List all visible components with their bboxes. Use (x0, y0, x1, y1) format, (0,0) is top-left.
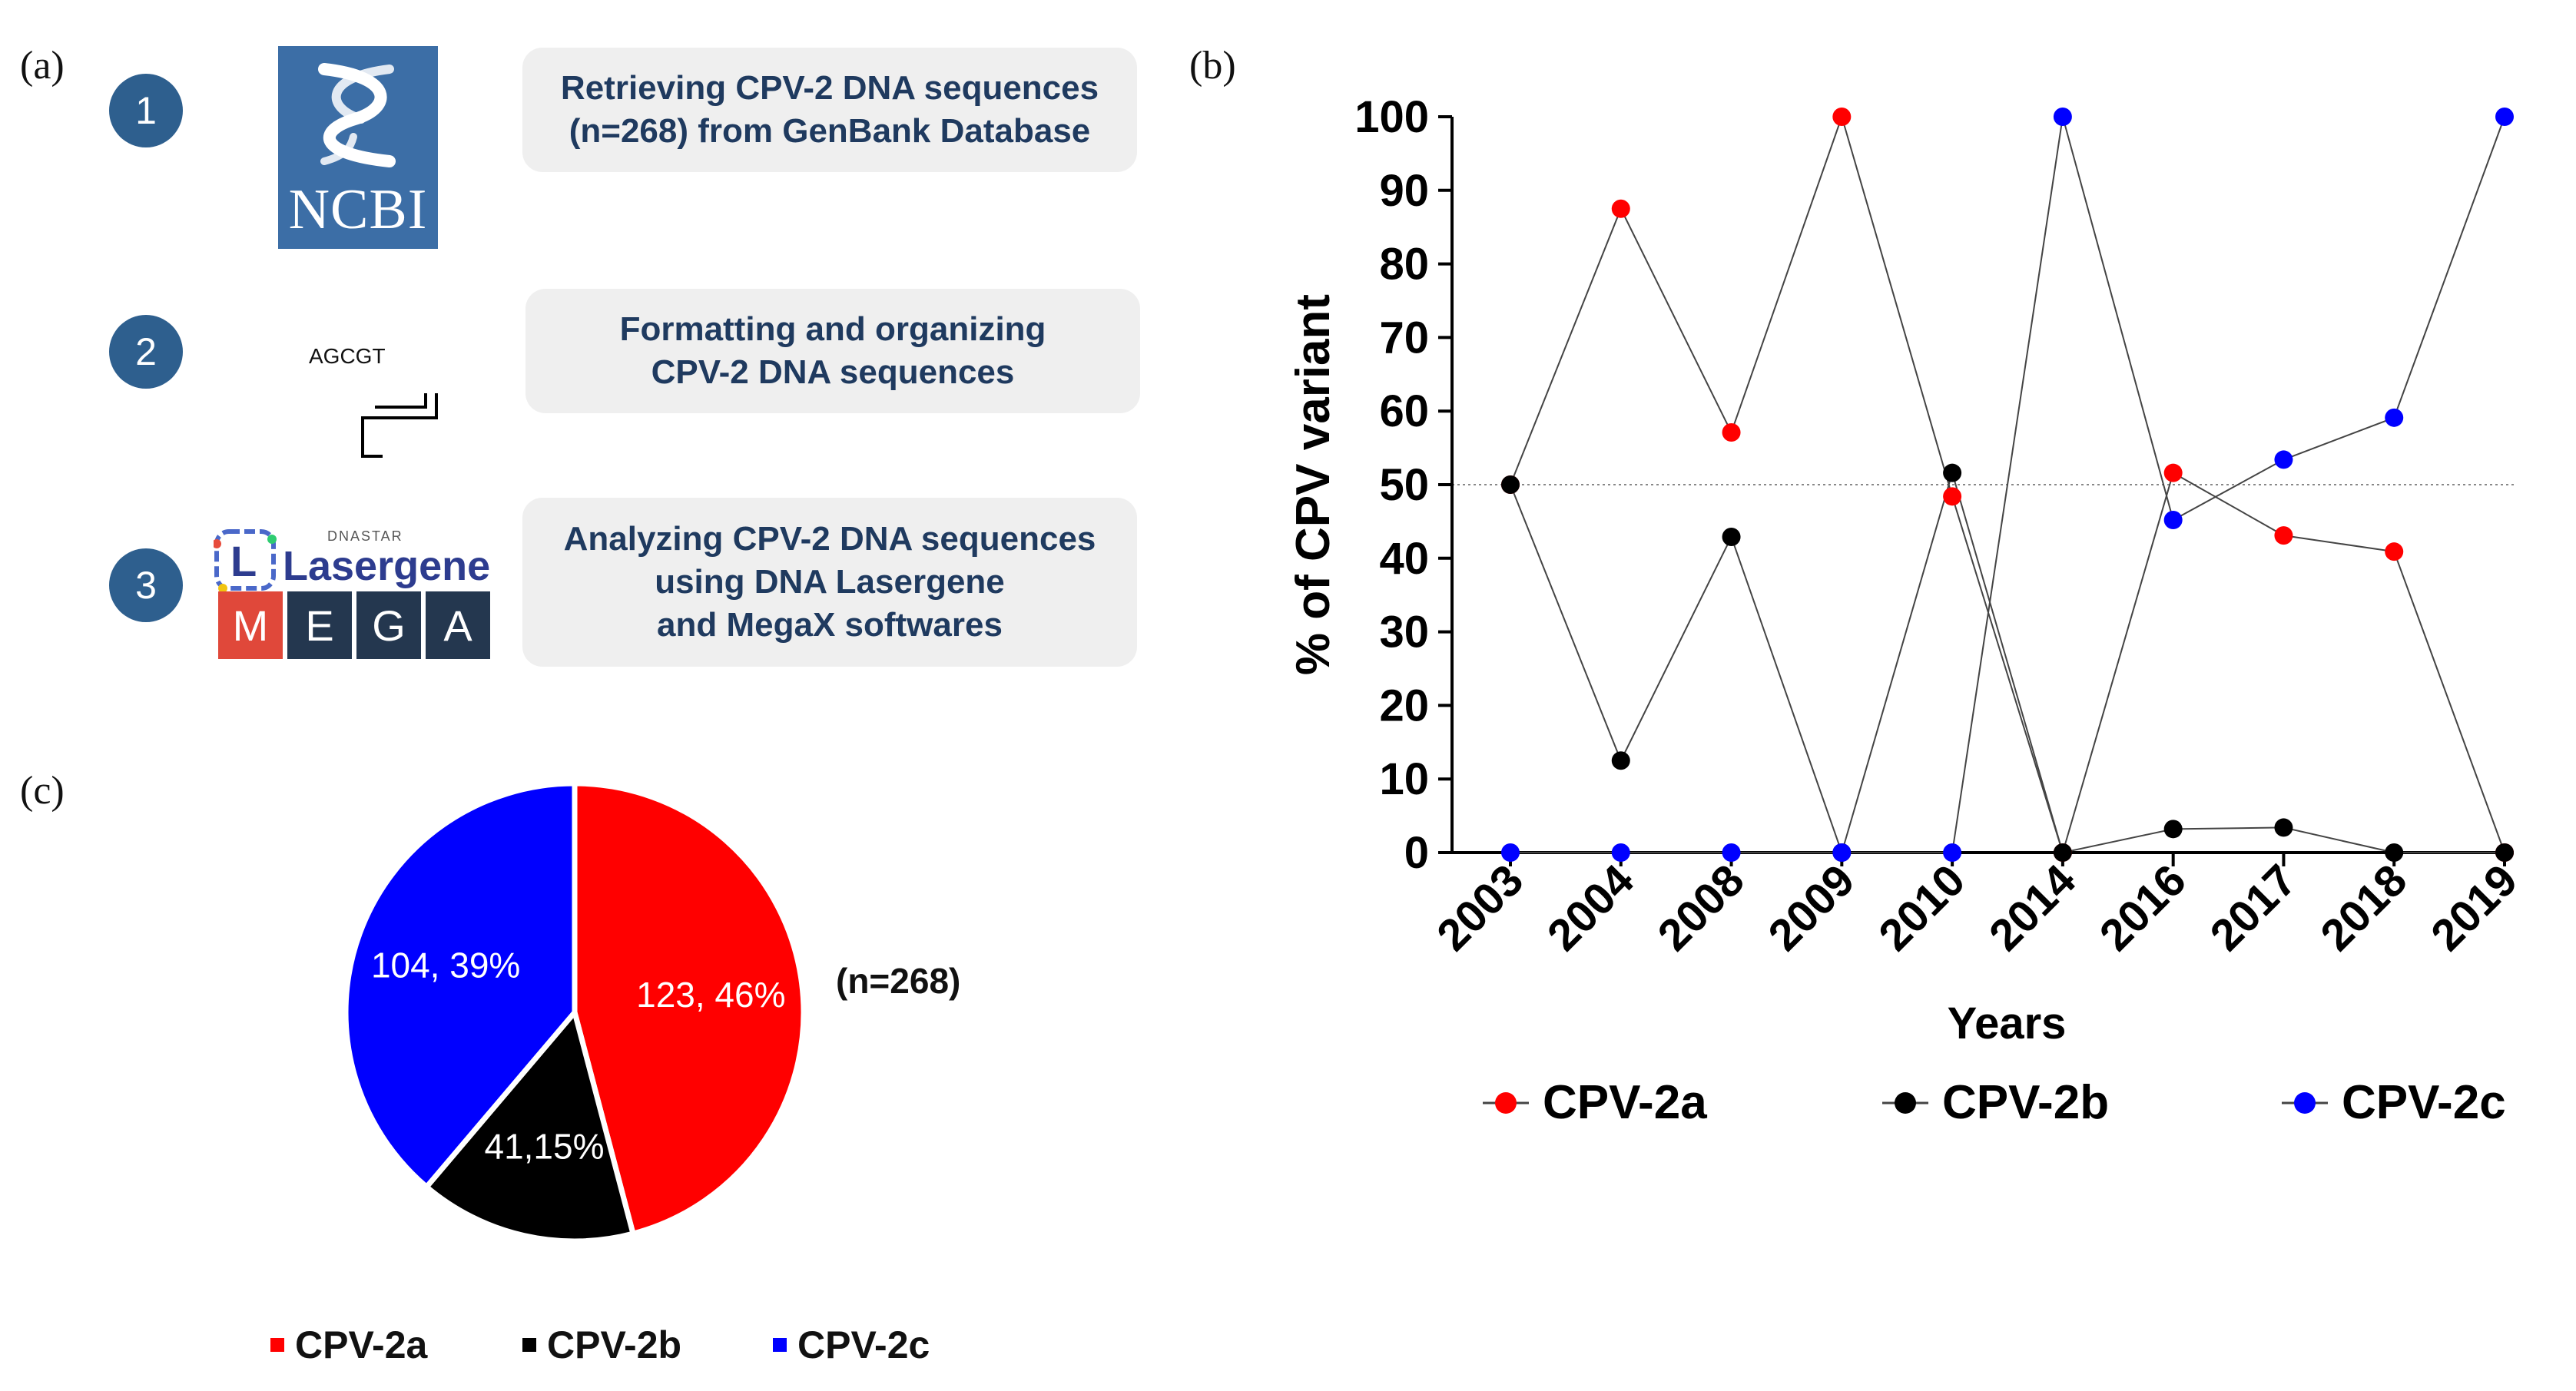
data-point-cpv-2b (2053, 843, 2072, 862)
y-tick-label: 80 (1379, 240, 1429, 290)
data-point-cpv-2b (2274, 818, 2293, 837)
series-line-cpv-2b (1510, 470, 2505, 856)
series-line-cpv-2c (1510, 116, 2505, 853)
step-2-box: Formatting and organizing CPV-2 DNA sequ… (525, 289, 1140, 413)
x-tick-label: 2018 (2311, 855, 2416, 960)
pie-legend-cpv2c: CPV-2c (773, 1323, 930, 1367)
x-tick-label: 2017 (2200, 855, 2306, 960)
data-point-cpv-2c (1501, 843, 1520, 862)
lasergene-badge-letter: L (230, 537, 257, 585)
pie-legend-swatch-cpv2c (773, 1338, 787, 1352)
mega-letter-a: A (426, 591, 490, 659)
data-point-cpv-2b (1501, 475, 1520, 494)
legend-label-cpv-2c: CPV-2c (2342, 1076, 2506, 1129)
ncbi-logo: NCBI (278, 46, 438, 249)
mega-letter-m: M (218, 591, 283, 659)
mega-logo: M E G A (218, 591, 492, 659)
data-point-cpv-2b (1722, 528, 1741, 547)
y-tick-label: 40 (1379, 534, 1429, 584)
legend-marker-cpv-2a (1495, 1092, 1517, 1114)
mega-letter-e: E (287, 591, 352, 659)
y-tick-label: 70 (1379, 313, 1429, 363)
data-point-cpv-2a (2163, 463, 2183, 482)
x-tick-label: 2009 (1759, 855, 1864, 960)
y-tick-label: 30 (1379, 608, 1429, 657)
y-tick-label: 0 (1404, 828, 1429, 878)
x-tick-label: 2008 (1649, 855, 1754, 960)
pie-legend-label-cpv2a: CPV-2a (295, 1323, 428, 1366)
data-point-cpv-2c (1611, 843, 1630, 862)
y-tick-label: 10 (1379, 754, 1429, 804)
lasergene-badge-icon (214, 529, 277, 591)
data-point-cpv-2a (1722, 422, 1741, 442)
data-point-cpv-2a (1832, 108, 1852, 126)
step-3-box: Analyzing CPV-2 DNA sequences using DNA … (522, 498, 1137, 667)
ncbi-logo-text: NCBI (288, 178, 428, 241)
data-point-cpv-2c (1832, 843, 1852, 862)
data-point-cpv-2a (2274, 526, 2293, 545)
data-point-cpv-2c (2385, 408, 2404, 427)
step-1-box: Retrieving CPV-2 DNA sequences (n=268) f… (522, 48, 1137, 172)
step-1-circle: 1 (109, 74, 183, 147)
x-tick-label: 2019 (2422, 855, 2527, 960)
data-point-cpv-2c (1943, 843, 1962, 862)
lasergene-logo: L DNASTAR Lasergene (214, 528, 490, 591)
ncbi-helix-icon (318, 63, 396, 167)
pie-legend-swatch-cpv2a (270, 1338, 284, 1352)
pie-legend-label-cpv2c: CPV-2c (797, 1323, 930, 1366)
data-point-cpv-2c (1722, 843, 1741, 862)
x-tick-label: 2004 (1538, 855, 1643, 960)
step-2-circle: 2 (109, 315, 183, 389)
data-point-cpv-2b (1943, 463, 1962, 482)
panel-label-b: (b) (1189, 44, 1236, 88)
data-point-cpv-2b (1611, 751, 1630, 770)
step-3-circle: 3 (109, 548, 183, 622)
data-point-cpv-2a (2385, 542, 2404, 561)
y-tick-label: 20 (1379, 681, 1429, 730)
y-tick-label: 60 (1379, 386, 1429, 436)
data-point-cpv-2a (1943, 487, 1962, 506)
legend-label-cpv-2b: CPV-2b (1942, 1076, 2109, 1129)
pie-legend-cpv2a: CPV-2a (270, 1323, 427, 1367)
legend-marker-cpv-2b (1895, 1092, 1916, 1114)
y-tick-label: 90 (1379, 166, 1429, 216)
pie-sample-size: (n=268) (836, 961, 961, 1001)
lasergene-brand: DNASTAR (327, 528, 403, 544)
data-point-cpv-2c (2495, 108, 2514, 126)
panel-label-a: (a) (20, 44, 65, 88)
legend-marker-cpv-2c (2294, 1092, 2316, 1114)
series-line-cpv-2a (1510, 114, 2505, 856)
x-tick-label: 2003 (1427, 855, 1533, 960)
dna-sequence-text: AGCGT (309, 344, 386, 368)
x-tick-label: 2016 (2090, 855, 2196, 960)
sequence-bracket-icon (361, 393, 438, 458)
data-point-cpv-2c (2163, 510, 2183, 529)
y-tick-label: 100 (1354, 92, 1429, 142)
x-tick-label: 2010 (1869, 855, 1974, 960)
lasergene-name: Lasergene (283, 543, 491, 589)
pie-legend-cpv2b: CPV-2b (522, 1323, 681, 1367)
data-point-cpv-2b (2163, 820, 2183, 839)
data-point-cpv-2b (2385, 843, 2404, 862)
legend-label-cpv-2a: CPV-2a (1543, 1076, 1707, 1129)
data-point-cpv-2a (1611, 199, 1630, 218)
x-tick-label: 2014 (1980, 855, 2085, 960)
panel-label-c: (c) (20, 769, 65, 813)
pie-legend-swatch-cpv2b (522, 1338, 536, 1352)
y-axis-title: % of CPV variant (1287, 294, 1340, 675)
data-point-cpv-2c (2053, 108, 2072, 126)
y-tick-label: 50 (1379, 460, 1429, 510)
mega-letter-g: G (356, 591, 421, 659)
x-axis-title: Years (1948, 999, 2067, 1048)
data-point-cpv-2b (2495, 843, 2514, 862)
pie-legend-label-cpv2b: CPV-2b (547, 1323, 682, 1366)
data-point-cpv-2c (2274, 450, 2293, 469)
